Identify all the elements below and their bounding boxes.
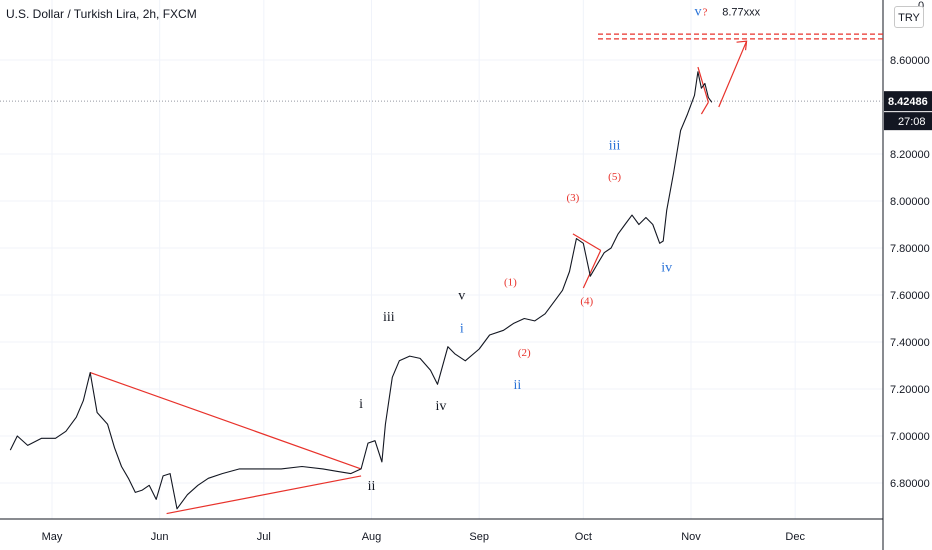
currency-badge[interactable]: TRY [894,6,924,28]
x-tick-label: May [42,531,63,543]
wave-label: ? [702,6,707,18]
wedge-lower-line[interactable] [700,101,709,115]
y-tick-label: 7.40000 [890,337,930,349]
wave-label: 8.77xxx [722,6,760,18]
wave-label: i [460,322,464,337]
current-price-label: 8.42486 [888,96,928,108]
triangle-lower-trendline[interactable] [166,475,362,515]
wave-label: (4) [580,295,593,307]
wave-label: (2) [518,347,531,359]
x-tick-label: Dec [785,531,805,543]
pennant-lower-line[interactable] [582,250,602,289]
wave-label: ii [513,378,521,393]
y-tick-label: 7.20000 [890,384,930,396]
y-tick-label: 8.20000 [890,149,930,161]
x-tick-label: Aug [362,531,382,543]
x-tick-label: Jul [257,531,271,543]
triangle-upper-trendline[interactable] [90,371,362,470]
countdown-tag [884,112,932,131]
y-tick-label: 7.60000 [890,290,930,302]
wave-label: v [694,4,701,19]
wave-label: (1) [504,277,517,289]
y-tick-label: 6.80000 [890,478,930,490]
x-tick-label: Nov [681,531,701,543]
price-series-line[interactable] [9,71,713,510]
chart-title: U.S. Dollar / Turkish Lira, 2h, FXCM [6,7,197,21]
countdown-label: 27:08 [898,116,926,128]
projection-arrow-head [736,40,748,51]
pennant-upper-line[interactable] [572,233,602,251]
wave-label: ii [368,479,376,494]
projection-arrow-line[interactable] [718,40,748,108]
wave-label: iv [661,261,672,276]
x-tick-label: Jun [151,531,169,543]
y-tick-label: 8.60000 [890,55,930,67]
wedge-upper-line[interactable] [697,66,709,103]
y-tick-label: 8.00000 [890,196,930,208]
wave-label: iii [609,138,621,153]
x-tick-label: Sep [469,531,489,543]
x-tick-label: Oct [575,531,592,543]
wave-label: iv [436,399,447,414]
wave-label: (3) [567,192,580,204]
wave-label: (5) [608,171,621,183]
wave-label: v [458,289,465,304]
wave-label: i [359,397,363,412]
current-price-tag [884,91,932,112]
wave-label: iii [383,310,395,325]
y-tick-label: 7.00000 [890,431,930,443]
y-tick-label: 7.80000 [890,243,930,255]
